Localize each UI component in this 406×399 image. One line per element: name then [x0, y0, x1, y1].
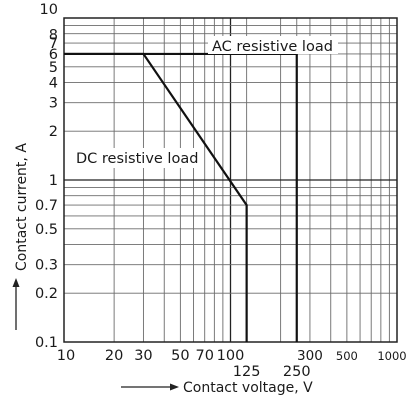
series-line-dc: [64, 52, 248, 342]
y-axis-title: Contact current, A: [14, 143, 30, 271]
x-tick-label: 1000: [377, 349, 406, 363]
y-tick-label: 2: [49, 124, 58, 140]
x-tick-label: 500: [336, 349, 358, 363]
y-tick-label: 0.3: [35, 258, 58, 274]
x-tick-label: 20: [105, 348, 123, 364]
series-labels: AC resistive load DC resistive load: [72, 36, 338, 168]
y-tick-label: 7: [49, 36, 58, 52]
x-tick-label: 70: [195, 348, 213, 364]
plot-frame: [63, 17, 398, 343]
y-tick-label: 0.2: [35, 286, 58, 302]
x-tick-label: 250: [283, 364, 311, 380]
x-tick-label: 30: [134, 348, 152, 364]
y-tick-label: 1: [49, 173, 58, 189]
x-axis-title: Contact voltage, V: [183, 380, 313, 396]
x-tick-label: 10: [57, 348, 75, 364]
y-tick-label: 5: [49, 60, 58, 76]
y-tick-label: 0.5: [35, 222, 58, 238]
ac-label-background: [208, 36, 338, 54]
x-tick-label: 100: [217, 348, 245, 364]
y-tick-label: 8: [49, 28, 58, 44]
series-label-dc: DC resistive load: [76, 151, 198, 167]
series-label-ac: AC resistive load: [212, 39, 333, 55]
dc-label-background: [72, 148, 199, 168]
axis-titles: Contact voltage, V Contact current, A: [12, 143, 313, 396]
x-axis-arrow-head: [170, 383, 179, 391]
y-tick-label: 3: [49, 96, 58, 112]
y-tick-label: 6: [49, 47, 58, 63]
x-tick-label: 50: [171, 348, 189, 364]
y-tick-label: 0.7: [35, 198, 58, 214]
x-tick-label: 125: [233, 364, 261, 380]
y-tick-label: 4: [49, 75, 58, 91]
y-tick-label: 0.1: [35, 335, 58, 351]
y-tick-label: 10: [40, 2, 58, 18]
x-tick-label: 300: [297, 348, 323, 364]
y-axis-arrow-head: [12, 278, 20, 287]
